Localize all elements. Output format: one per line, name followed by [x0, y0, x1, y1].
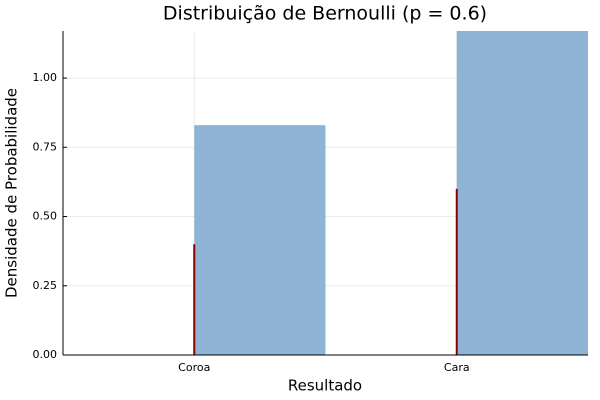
histogram-bar: [194, 125, 326, 356]
y-tick-label: 0.25: [33, 279, 58, 292]
y-axis-label: Densidade de Probabilidade: [3, 88, 21, 298]
x-axis-label: Resultado: [288, 377, 362, 395]
y-tick-label: 0.75: [33, 140, 58, 153]
y-tick-label: 1.00: [33, 71, 58, 84]
y-tick-label: 0.00: [33, 348, 58, 361]
x-tick-label: Coroa: [178, 361, 210, 374]
histogram-bar: [456, 31, 588, 355]
chart-title: Distribuição de Bernoulli (p = 0.6): [163, 3, 487, 25]
x-tick-label: Cara: [444, 361, 470, 374]
y-tick-label: 0.50: [33, 210, 58, 223]
